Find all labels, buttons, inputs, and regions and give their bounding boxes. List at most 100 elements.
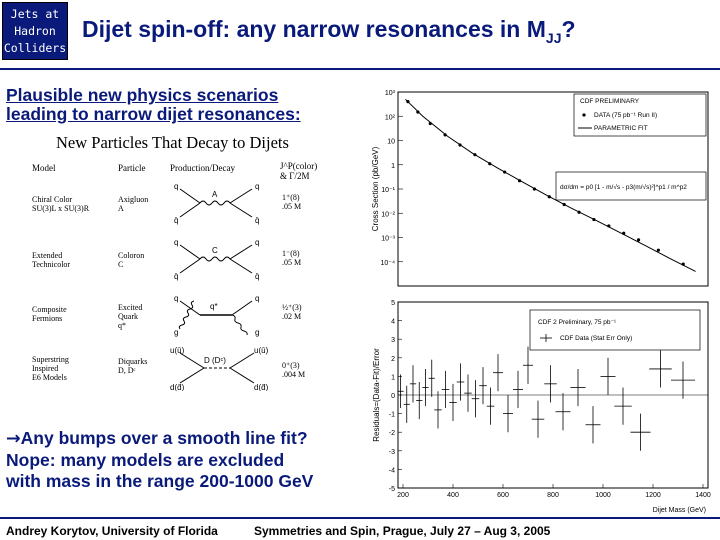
intro-text: Plausible new physics scenarios leading …: [6, 86, 301, 124]
label-d: d(d̄): [254, 383, 269, 391]
y-tick-label: 2: [391, 356, 395, 363]
y-tick-label: 3: [391, 337, 395, 344]
row-model: Composite Fermions: [32, 305, 67, 323]
logo-line: Jets at: [10, 7, 60, 21]
feynman-diagram-coloron: q q̄ C q q̄: [174, 238, 260, 281]
legend-header: CDF 2 Preliminary, 75 pb⁻¹: [538, 319, 617, 326]
y-tick-label: 1: [391, 374, 395, 381]
y-tick-label: -3: [389, 449, 395, 456]
label-g: g: [174, 328, 178, 337]
x-tick-label: 1400: [695, 492, 711, 499]
row-model: Chiral Color SU(3)L x SU(3)R: [32, 195, 90, 213]
cross-section-plot: Cross Section (pb/GeV) 10³ 10² 10 1 10⁻¹ 10⁻²…: [371, 90, 709, 287]
formula-box: [555, 171, 707, 201]
data-point: [636, 238, 641, 242]
title-main: Dijet spin-off: any narrow resonances in…: [82, 16, 546, 42]
table-header-production: Production/Decay: [170, 163, 235, 173]
row-particle: Diquarks D, Dᶜ: [118, 357, 148, 375]
y-tick-label: 10⁻⁴: [381, 260, 396, 267]
footer-author: Andrey Korytov, University of Florida: [6, 524, 218, 538]
y-tick-label: 1: [391, 163, 395, 170]
arrow-icon: →: [6, 429, 21, 449]
legend-fit: PARAMETRIC FIT: [594, 125, 648, 132]
label-qbar: q̄: [174, 216, 179, 225]
label-u: u(ū): [254, 346, 269, 355]
y-tick-label: 10⁻¹: [381, 187, 395, 194]
y-axis-label: Cross Section (pb/GeV): [371, 146, 380, 231]
x-tick-label: 1200: [645, 492, 661, 499]
label-q: q: [255, 294, 259, 303]
table-header-model: Model: [32, 163, 56, 173]
table-title: New Particles That Decay to Dijets: [56, 133, 289, 152]
label-q: q: [255, 182, 259, 191]
label-qbar: q̄: [174, 272, 179, 281]
legend-box: [529, 309, 701, 351]
row-particle: Coloron C: [118, 251, 145, 269]
residuals-plot: Residuals=(Data-Fit)/Error 5 4 3 2 1 0 -1 -2 -3 -…: [372, 300, 711, 514]
label-q: q: [255, 238, 259, 247]
label-q: q: [174, 238, 178, 247]
row-properties: 1⁻(8) .05 M: [282, 249, 302, 267]
row-properties: 0⁺(3) .004 M: [282, 361, 306, 379]
title-subscript: JJ: [545, 30, 562, 46]
footer-event: Symmetries and Spin, Prague, July 27 – A…: [254, 524, 551, 538]
feynman-diagram-diquark: u(ū) d(d̄) D (Dᶜ) u(ū) d(d̄): [170, 346, 269, 391]
label-axigluon: A: [212, 190, 218, 199]
y-tick-label: -5: [389, 486, 395, 493]
y-tick-label: -1: [389, 412, 395, 419]
y-tick-label: 10: [387, 139, 395, 146]
feynman-diagram-excited-quark: q g q* q g: [174, 294, 259, 337]
row-model: Superstring Inspired E6 Models: [32, 355, 69, 382]
logo-line: Colliders: [3, 41, 67, 55]
y-tick-label: -4: [389, 467, 395, 474]
x-tick-label: 800: [547, 492, 559, 499]
y-axis-label: Residuals=(Data-Fit)/Error: [372, 348, 381, 442]
legend-box: [573, 93, 707, 137]
logo-box: Jets at Hadron Colliders: [2, 2, 68, 60]
logo-line: Hadron: [14, 24, 56, 38]
y-tick-label: 10⁻²: [381, 211, 395, 218]
row-properties: 1⁺(8) .05 M: [282, 193, 302, 211]
intro-line: leading to narrow dijet resonances: [6, 104, 295, 124]
intro-line: Plausible new physics scenarios: [6, 85, 279, 105]
label-q: q: [174, 182, 178, 191]
residual-points: [397, 346, 695, 451]
title-suffix: ?: [561, 16, 576, 42]
legend-header: CDF PRELIMINARY: [580, 98, 640, 105]
label-g: g: [255, 328, 259, 337]
title-divider: [0, 68, 720, 70]
table-header-properties: J^P(color) & Γ/2M: [280, 161, 318, 181]
legend-data: CDF Data (Stat Err Only): [560, 335, 632, 342]
y-tick-label: 0: [391, 393, 395, 400]
conclusion-line: Any bumps over a smooth line fit?: [20, 428, 308, 448]
conclusion-line: Nope: many models are excluded: [6, 450, 285, 470]
y-tick-label: 10²: [385, 114, 396, 121]
y-tick-label: 10⁻³: [381, 236, 395, 243]
intro-colon: :: [294, 104, 301, 124]
label-qbar: q̄: [255, 272, 260, 281]
label-diquark: D (Dᶜ): [204, 356, 226, 365]
feynman-diagram-axigluon: q q̄ A q q̄: [174, 182, 260, 225]
x-tick-label: 200: [397, 492, 409, 499]
x-axis-label: Dijet Mass (GeV): [653, 507, 706, 514]
footer-divider: [0, 517, 720, 519]
row-properties: ½⁺(3) .02 M: [282, 303, 302, 321]
table-header-particle: Particle: [118, 163, 146, 173]
y-tick-label: 5: [391, 300, 395, 307]
row-particle: Excited Quark q*: [118, 303, 143, 330]
legend-marker: [582, 113, 586, 117]
data-point: [656, 248, 660, 252]
x-tick-label: 400: [447, 492, 459, 499]
conclusion-text: →Any bumps over a smooth line fit? Nope:…: [6, 428, 313, 492]
particle-table: New Particles That Decay to Dijets Model…: [28, 133, 360, 393]
legend-data: DATA (75 pb⁻¹ Run II): [594, 112, 657, 119]
y-tick-label: 4: [391, 319, 395, 326]
y-tick-label: 10³: [385, 90, 396, 97]
conclusion-line: with mass in the range 200-1000 GeV: [6, 471, 314, 491]
fit-formula: dσ/dm = p0 [1 - m/√s - p3(m/√s)²]^p1 / m…: [560, 183, 687, 191]
label-u: u(ū): [170, 346, 185, 355]
x-tick-label: 600: [497, 492, 509, 499]
fit-line: [405, 98, 696, 272]
label-q: q: [174, 294, 178, 303]
label-excited-quark: q*: [210, 302, 218, 311]
